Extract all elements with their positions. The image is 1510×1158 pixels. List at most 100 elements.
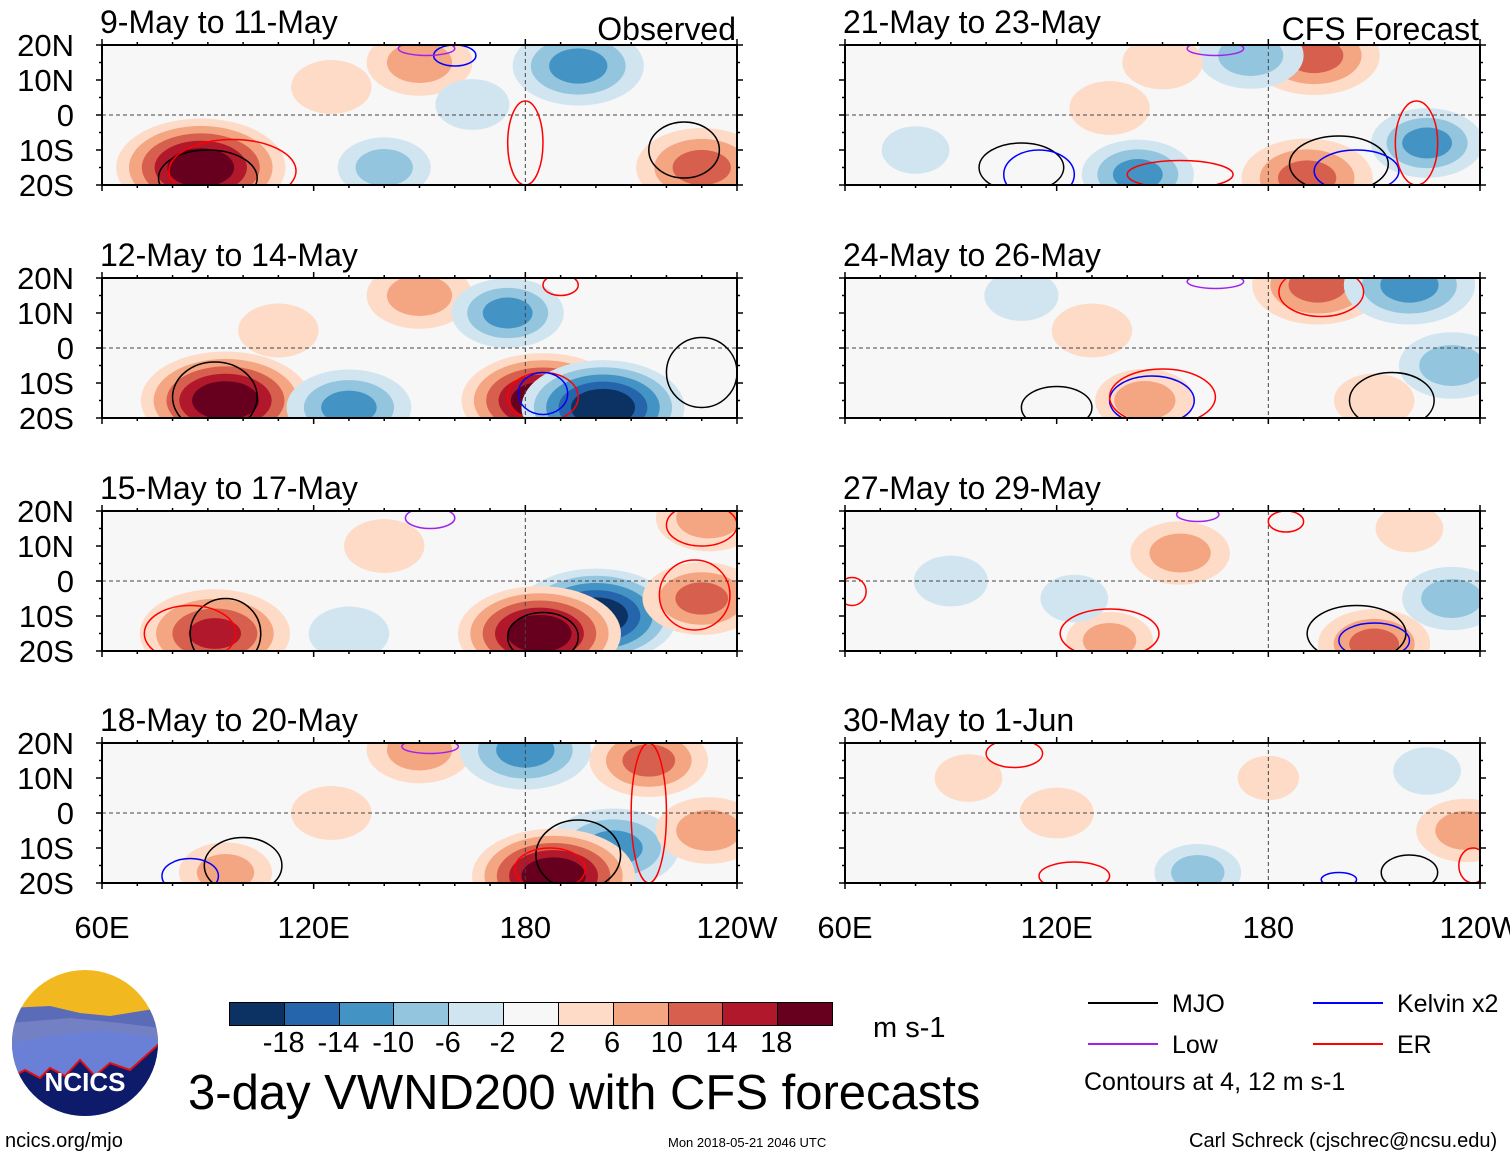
panel-title: 21-May to 23-May (843, 4, 1101, 40)
positive-anomaly (676, 810, 737, 851)
colorbar-swatch (558, 1003, 614, 1025)
colorbar-swatch (613, 1003, 669, 1025)
mjo-contour (665, 336, 737, 409)
lat-label: 0 (57, 331, 74, 366)
positive-anomaly (344, 519, 425, 573)
panel-title: 30-May to 1-Jun (843, 702, 1074, 738)
low-contour (1186, 45, 1245, 57)
positive-anomaly (180, 155, 222, 180)
negative-anomaly (1393, 747, 1461, 795)
kelvin-contour (1320, 871, 1358, 883)
er-contour (630, 743, 668, 883)
lat-label: 10N (17, 529, 74, 564)
ncics-logo: NCICS (10, 968, 160, 1118)
positive-anomaly (672, 149, 731, 185)
er-contour (168, 138, 297, 185)
low-contour (404, 511, 456, 530)
mjo-contour (171, 361, 258, 418)
panel-title: 12-May to 14-May (100, 237, 358, 273)
filter-contours (978, 45, 1439, 185)
anomaly-field (984, 278, 1480, 418)
negative-anomaly (1171, 854, 1225, 883)
mjo-contour (189, 597, 262, 651)
positive-anomaly (1114, 381, 1176, 418)
negative-anomaly (1421, 579, 1480, 618)
positive-anomaly (386, 45, 453, 83)
positive-anomaly (622, 744, 676, 777)
negative-anomaly (355, 148, 413, 185)
er-contour (143, 604, 237, 651)
filter-contours (845, 511, 1411, 651)
positive-anomaly (291, 60, 372, 114)
lat-label: 20N (17, 726, 74, 761)
lon-label: 60E (817, 910, 872, 945)
kelvin-contour (161, 857, 220, 883)
positive-anomaly (1288, 278, 1347, 303)
lon-label: 120E (1020, 910, 1092, 945)
mjo-contour (535, 819, 622, 883)
positive-anomaly (676, 511, 737, 539)
negative-anomaly (1218, 45, 1284, 76)
colorbar (229, 1002, 833, 1026)
column-label: CFS Forecast (1282, 11, 1479, 47)
positive-anomaly (533, 864, 574, 883)
positive-anomaly (196, 853, 255, 883)
er-contour (1267, 511, 1305, 533)
anomaly-field (934, 747, 1480, 883)
positive-anomaly (1375, 511, 1444, 553)
mjo-contour (203, 836, 283, 883)
legend-line-kelvin-x2 (1313, 1002, 1383, 1004)
anomaly-field (116, 45, 737, 185)
filter-contours (985, 743, 1480, 883)
negative-anomaly (984, 278, 1059, 321)
er-contour (542, 278, 579, 297)
er-contour (665, 511, 737, 547)
colorbar-tick-label: 6 (604, 1027, 621, 1059)
positive-anomaly (1082, 622, 1137, 651)
negative-anomaly (1112, 159, 1163, 185)
panel-title: 18-May to 20-May (100, 702, 358, 738)
positive-anomaly (386, 278, 453, 316)
lon-label: 180 (1242, 910, 1294, 945)
colorbar-swatch (339, 1003, 395, 1025)
er-contour (1059, 608, 1160, 651)
lon-label: 60E (74, 910, 129, 945)
er-contour (1108, 368, 1217, 418)
negative-anomaly (482, 297, 533, 329)
panel-title: 15-May to 17-May (100, 470, 358, 506)
legend-label: Low (1172, 1031, 1218, 1059)
kelvin-contour (1338, 622, 1411, 651)
lat-label: 10N (17, 63, 74, 98)
positive-anomaly (934, 754, 1003, 802)
map-panels: 9-May to 11-May Observed20N10N010S20S12-M… (17, 4, 1510, 945)
mjo-contour (157, 149, 258, 185)
figure-title: 3-day VWND200 with CFS forecasts (188, 1066, 981, 1120)
filter-contours (143, 511, 737, 651)
legend-label: ER (1397, 1031, 1432, 1059)
er-contour (1126, 159, 1234, 185)
positive-anomaly (1122, 45, 1203, 90)
positive-anomaly (1069, 81, 1150, 135)
colorbar-tick-label: -10 (372, 1027, 415, 1059)
filter-contours (1020, 278, 1435, 418)
low-contour (1186, 278, 1245, 290)
legend-label: MJO (1172, 990, 1225, 1018)
map-panel: 21-May to 23-May CFS Forecast (839, 4, 1486, 191)
positive-anomaly (675, 582, 729, 615)
lon-label: 120E (277, 910, 349, 945)
kelvin-contour (1313, 149, 1400, 185)
negative-anomaly (881, 126, 950, 174)
positive-anomaly (386, 743, 453, 771)
panel-title: 27-May to 29-May (843, 470, 1101, 506)
lat-label: 20N (17, 494, 74, 529)
lat-label: 10S (19, 366, 74, 401)
colorbar-swatch (668, 1003, 724, 1025)
colorbar-swatch (230, 1003, 285, 1025)
er-contour (1394, 100, 1439, 185)
lat-label: 10S (19, 133, 74, 168)
mjo-contour (1380, 854, 1439, 883)
negative-anomaly (1380, 278, 1439, 303)
negative-anomaly (321, 390, 377, 418)
